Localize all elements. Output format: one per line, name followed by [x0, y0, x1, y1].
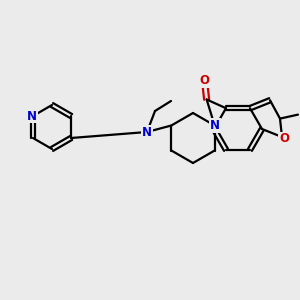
Text: N: N — [210, 119, 220, 132]
Text: N: N — [27, 110, 37, 122]
Text: N: N — [142, 125, 152, 139]
Text: O: O — [200, 74, 210, 87]
Text: O: O — [279, 133, 289, 146]
